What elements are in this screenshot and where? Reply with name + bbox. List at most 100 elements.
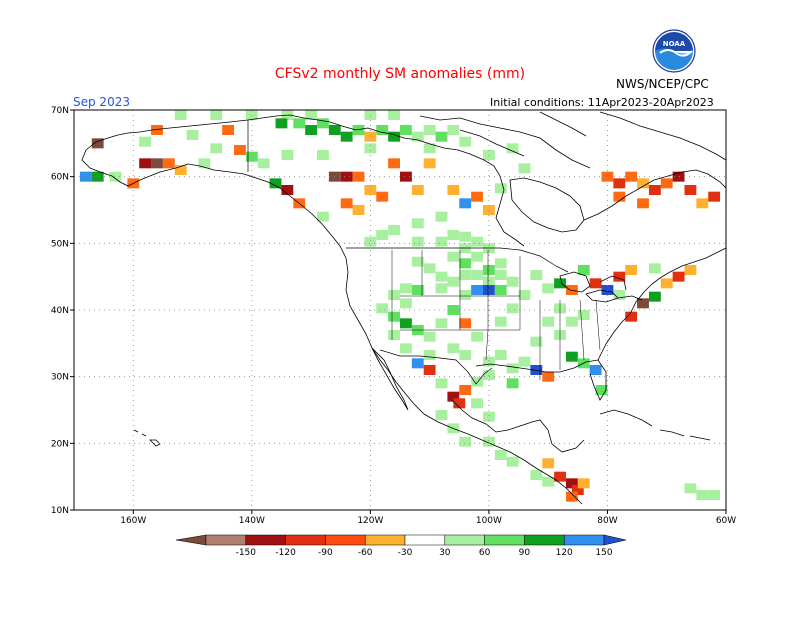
- lat-tick-label: 60N: [51, 173, 69, 183]
- anomaly-cell: [506, 143, 519, 154]
- anomaly-cell: [352, 125, 365, 135]
- anomaly-cell: [672, 171, 685, 182]
- colorbar-box: [364, 534, 406, 546]
- anomaly-cell: [340, 131, 353, 142]
- anomaly-cell: [589, 278, 602, 289]
- colorbar-box: [444, 534, 485, 546]
- anomaly-cell: [613, 178, 626, 189]
- anomaly-cell: [648, 263, 661, 274]
- colorbar-box: [285, 534, 326, 546]
- anomaly-cell: [388, 290, 400, 300]
- lat-tick-label: 40N: [51, 306, 69, 316]
- anomaly-cell: [388, 311, 400, 322]
- coastlines: [81, 111, 726, 505]
- anomaly-cell: [151, 158, 163, 169]
- anomaly-cell: [162, 158, 175, 169]
- anomaly-cell: [530, 270, 543, 280]
- logo-text: NOAA: [663, 40, 686, 48]
- anomaly-cell: [684, 265, 697, 275]
- anomaly-cell: [376, 191, 389, 202]
- colorbar-arrow-left: [175, 534, 207, 546]
- colorbar: [175, 534, 627, 546]
- anomaly-cell: [577, 265, 590, 275]
- colorbar-label: 90: [518, 548, 531, 558]
- anomaly-cell: [400, 283, 412, 294]
- anomaly-cell: [174, 165, 187, 175]
- anomaly-cell: [471, 191, 483, 202]
- anomaly-cell: [565, 478, 578, 489]
- map-title: CFSv2 monthly SM anomalies (mm): [274, 66, 526, 82]
- anomaly-cell: [340, 171, 353, 182]
- anomaly-cell: [696, 198, 709, 209]
- anomaly-cell: [257, 158, 270, 169]
- anomaly-cell: [423, 143, 436, 154]
- anomaly-cell: [210, 143, 223, 154]
- anomaly-cell: [554, 278, 566, 289]
- colorbar-box: [524, 534, 565, 546]
- anomaly-cell: [542, 283, 555, 294]
- anomaly-cell: [471, 376, 483, 387]
- anomaly-cell: [234, 145, 246, 155]
- anomaly-cell: [530, 470, 543, 480]
- anomaly-cell: [340, 198, 353, 209]
- lon-tick-label: 100W: [476, 516, 502, 526]
- anomaly-cell: [648, 185, 661, 195]
- anomaly-cell: [388, 131, 400, 142]
- colorbar-label: -30: [397, 548, 413, 558]
- anomaly-cell: [637, 298, 649, 309]
- anomaly-cell: [423, 263, 436, 274]
- anomaly-cell: [506, 378, 519, 389]
- anomaly-cell: [423, 350, 436, 360]
- anomaly-cell: [317, 150, 329, 160]
- anomaly-cell: [447, 391, 460, 402]
- anomaly-cell: [447, 125, 460, 135]
- anomaly-cell: [471, 285, 483, 295]
- anomaly-cell: [269, 178, 282, 189]
- anomaly-cell: [459, 270, 472, 280]
- anomaly-cell: [139, 136, 152, 147]
- anomaly-cell: [400, 298, 412, 309]
- anomaly-cell: [423, 158, 436, 169]
- anomaly-cell: [411, 185, 424, 195]
- anomaly-cell: [317, 118, 329, 129]
- anomaly-cell: [471, 251, 483, 262]
- anomaly-cell: [293, 118, 306, 129]
- anomaly-cell: [471, 398, 483, 409]
- anomaly-cell: [174, 110, 187, 120]
- anomaly-cell: [625, 171, 638, 182]
- anomaly-cell: [400, 125, 412, 135]
- anomaly-cell: [411, 236, 424, 247]
- anomaly-cell: [411, 358, 424, 369]
- anomaly-cell: [435, 318, 448, 329]
- anomaly-cell: [435, 211, 448, 222]
- anomaly-cell: [589, 365, 602, 375]
- anomaly-cell: [648, 291, 661, 302]
- anomaly-cell: [554, 471, 566, 482]
- anomaly-cell: [542, 316, 555, 327]
- anomaly-cell: [388, 330, 400, 340]
- anomaly-cell: [471, 236, 483, 247]
- anomaly-cell: [471, 270, 483, 280]
- anomaly-cell: [518, 290, 531, 300]
- anomaly-cell: [506, 456, 519, 467]
- anomaly-cell: [459, 290, 472, 300]
- anomaly-cell: [494, 270, 507, 280]
- lon-tick-label: 140W: [239, 516, 265, 526]
- anomaly-cell: [435, 131, 448, 142]
- anomaly-cell: [637, 198, 649, 209]
- anomaly-cell: [684, 483, 697, 494]
- anomaly-cell: [400, 318, 412, 329]
- anomaly-cell: [494, 258, 507, 269]
- anomaly-cell: [109, 171, 122, 182]
- anomaly-cell: [364, 131, 377, 142]
- colorbar-label: 150: [595, 548, 613, 558]
- anomaly-cell: [423, 125, 436, 135]
- anomaly-cell: [376, 230, 389, 240]
- anomaly-cell: [672, 271, 685, 282]
- anomaly-cell: [565, 351, 578, 362]
- anomaly-cell: [565, 316, 578, 327]
- anomaly-cell: [518, 356, 531, 367]
- anomaly-cell: [151, 125, 163, 135]
- anomaly-cell: [494, 350, 507, 360]
